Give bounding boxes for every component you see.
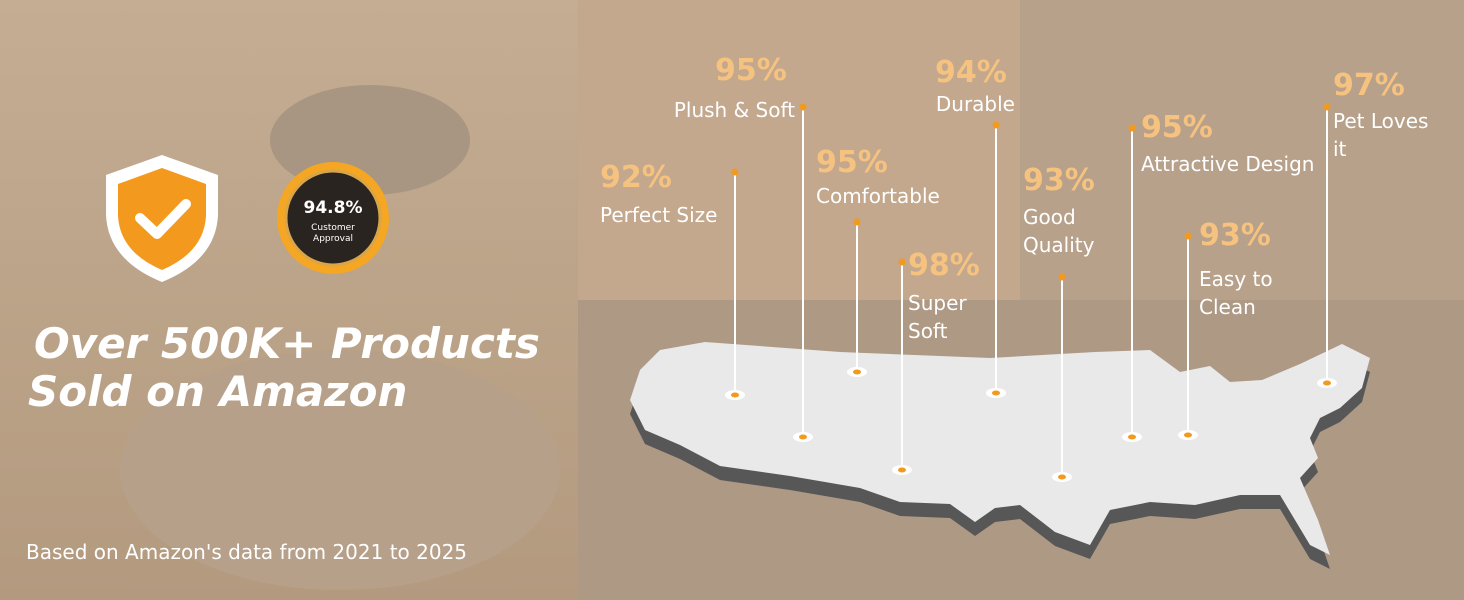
pin-center [731, 392, 739, 398]
stat-label: Durable [936, 92, 1015, 116]
stat-label: Comfortable [816, 184, 940, 208]
stat-label: Attractive Design [1141, 152, 1314, 176]
pin-center [1184, 432, 1192, 438]
stat-label: it [1333, 137, 1347, 161]
pin-center [853, 369, 861, 375]
stat-label: Good [1023, 205, 1076, 229]
stat-percent: 97% [1333, 68, 1405, 103]
stat-percent: 94% [935, 55, 1007, 90]
stat-label: Clean [1199, 295, 1256, 319]
pin-dot [992, 121, 1000, 129]
stat-percent: 95% [1141, 110, 1213, 145]
badge-caption: Customer [311, 223, 355, 233]
stat-label: Pet Loves [1333, 109, 1428, 133]
photo-panel [578, 0, 1020, 300]
headline: Over 500K+ Products [34, 319, 540, 368]
stat-percent: 93% [1023, 163, 1095, 198]
approval-badge: 94.8% Customer Approval [277, 162, 389, 274]
stat-label: Easy to [1199, 267, 1273, 291]
stat-percent: 95% [816, 145, 888, 180]
stat-label: Soft [908, 319, 948, 343]
stat-label: Quality [1023, 233, 1095, 257]
pet-bed [120, 350, 560, 590]
stat-label: Super [908, 291, 967, 315]
stat-percent: 95% [715, 53, 787, 88]
pin-center [898, 467, 906, 473]
footnote: Based on Amazon's data from 2021 to 2025 [26, 540, 467, 564]
pin-dot [1128, 124, 1136, 132]
pin-dot [1184, 232, 1192, 240]
pin-dot [799, 103, 807, 111]
headline: Sold on Amazon [28, 367, 407, 416]
pin-center [1058, 474, 1066, 480]
pin-dot [731, 168, 739, 176]
badge-percent: 94.8% [304, 198, 363, 218]
us-map [630, 342, 1370, 569]
shield-icon [106, 155, 218, 282]
stat-label: Plush & Soft [674, 98, 795, 122]
pin-dot [898, 258, 906, 266]
pin-dot [1323, 103, 1331, 111]
pin-dot [853, 218, 861, 226]
stat-percent: 98% [908, 248, 980, 283]
pin-center [1128, 434, 1136, 440]
stat-percent: 93% [1199, 218, 1271, 253]
badge-caption: Approval [313, 234, 353, 244]
pin-center [992, 390, 1000, 396]
pin-center [799, 434, 807, 440]
stat-label: Perfect Size [600, 203, 717, 227]
pin-center [1323, 380, 1331, 386]
pin-dot [1058, 273, 1066, 281]
photo-panel [1020, 0, 1464, 300]
stat-percent: 92% [600, 160, 672, 195]
